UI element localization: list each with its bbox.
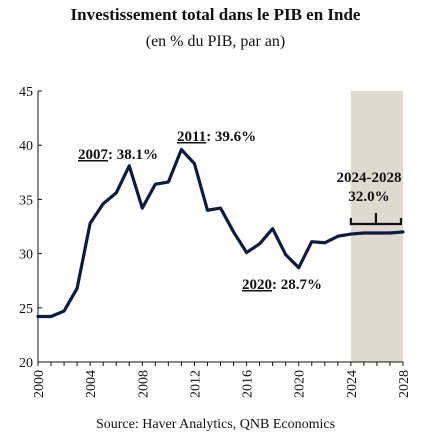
annotation-2011: 2011: 39.6% <box>177 129 256 145</box>
annotation-forecast-period: 2024-2028 <box>337 170 402 186</box>
chart-source: Source: Haver Analytics, QNB Economics <box>95 417 336 432</box>
annotation-2007: 2007: 38.1% <box>78 147 158 163</box>
y-tick-label-30: 30 <box>19 248 33 263</box>
forecast-bracket <box>349 213 403 226</box>
chart-title: Investissement total dans le PIB en Inde <box>70 5 361 24</box>
annotation-2020: 2020: 28.7% <box>242 277 322 293</box>
x-axis-ticks: 2000 2004 2008 2012 2016 2020 2024 2028 <box>32 362 412 398</box>
annotation-2007-value: : 38.1% <box>108 147 158 163</box>
x-tick-label-2024: 2024 <box>345 370 360 398</box>
y-axis-ticks: 20 25 30 35 40 45 <box>19 85 42 371</box>
x-tick-label-2000: 2000 <box>32 370 47 398</box>
investment-series-line <box>36 147 405 319</box>
annotation-2011-year: 2011 <box>177 129 206 145</box>
annotation-2020-value: : 28.7% <box>272 277 322 293</box>
annotation-2011-value: : 39.6% <box>206 129 256 145</box>
forecast-bracket-path <box>349 213 403 226</box>
y-tick-label-40: 40 <box>19 139 33 154</box>
x-tick-label-2008: 2008 <box>136 370 151 398</box>
y-tick-label-45: 45 <box>19 85 33 100</box>
x-tick-label-2012: 2012 <box>188 370 203 398</box>
annotation-forecast-value: 32.0% <box>348 189 389 205</box>
x-tick-label-2016: 2016 <box>241 370 256 398</box>
annotation-2020-year: 2020 <box>242 277 272 293</box>
annotation-2007-year: 2007 <box>78 147 109 163</box>
y-tick-label-20: 20 <box>19 356 33 371</box>
x-tick-label-2004: 2004 <box>84 370 99 398</box>
y-tick-label-35: 35 <box>19 193 33 208</box>
x-tick-label-2028: 2028 <box>397 370 412 398</box>
forecast-shaded-region <box>350 91 403 362</box>
x-tick-label-2020: 2020 <box>293 370 308 398</box>
y-tick-label-25: 25 <box>19 302 33 317</box>
chart-subtitle: (en % du PIB, par an) <box>145 33 286 50</box>
